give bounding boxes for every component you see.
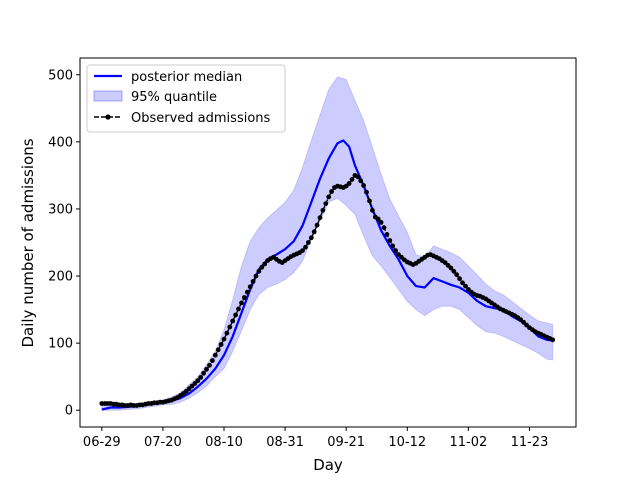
legend: posterior median 95% quantile Observed adm… bbox=[86, 64, 286, 133]
observed-admissions-point bbox=[463, 283, 468, 289]
legend-observed-marker bbox=[105, 114, 111, 120]
observed-admissions-point bbox=[201, 370, 207, 376]
observed-admissions-point bbox=[300, 248, 305, 254]
plot-frame bbox=[79, 57, 577, 428]
observed-admissions-point bbox=[370, 207, 375, 213]
observed-admissions-point bbox=[221, 336, 227, 342]
legend-observed-label: Observed admissions bbox=[131, 111, 271, 126]
observed-admissions-point bbox=[358, 178, 364, 184]
y-axis-title: Daily number of admissions bbox=[19, 138, 37, 347]
observed-admissions-point bbox=[364, 189, 369, 195]
observed-admissions-point bbox=[320, 207, 326, 213]
observed-admissions-point bbox=[227, 324, 233, 330]
observed-admissions-point bbox=[550, 337, 556, 343]
observed-admissions-point bbox=[242, 295, 247, 300]
observed-admissions-point bbox=[195, 378, 201, 384]
observed-admissions-point bbox=[218, 342, 224, 347]
quantile-band bbox=[101, 76, 554, 411]
observed-admissions-point bbox=[329, 189, 334, 194]
y-tick-label: 100 bbox=[48, 337, 73, 352]
observed-admissions-point bbox=[367, 198, 372, 204]
observed-admissions-point bbox=[253, 273, 259, 279]
legend-box bbox=[86, 64, 286, 133]
y-tick-label: 200 bbox=[48, 270, 73, 285]
observed-admissions-point bbox=[381, 225, 387, 231]
observed-admissions-point bbox=[212, 352, 218, 358]
y-tick-label: 500 bbox=[48, 68, 73, 83]
observed-admissions-point bbox=[311, 229, 317, 235]
y-tick-label: 300 bbox=[48, 202, 73, 217]
observed-admissions-point bbox=[314, 222, 320, 228]
axes: 06-29 07-20 08-10 08-31 09-21 10-12 11-02 11-23… bbox=[48, 57, 577, 450]
observed-admissions-point bbox=[210, 358, 215, 363]
observed-admissions-point bbox=[239, 300, 244, 306]
observed-admissions-point bbox=[236, 306, 241, 312]
observed-admissions-point bbox=[250, 279, 256, 284]
observed-admissions-point bbox=[308, 235, 314, 241]
plot-area bbox=[99, 76, 556, 411]
observed-admissions-point bbox=[361, 183, 366, 188]
legend-band-label: 95% quantile bbox=[131, 90, 217, 105]
x-tick-label: 07-20 bbox=[144, 435, 182, 450]
x-tick-label: 10-12 bbox=[388, 435, 426, 450]
observed-admissions-point bbox=[256, 268, 262, 274]
observed-admissions-point bbox=[454, 272, 460, 278]
observed-admissions-point bbox=[303, 244, 308, 250]
x-tick-label: 11-23 bbox=[511, 435, 549, 450]
observed-admissions-point bbox=[375, 216, 381, 222]
x-tick-label: 06-29 bbox=[83, 435, 121, 450]
observed-admissions-point bbox=[306, 240, 311, 245]
x-tick-label: 11-02 bbox=[449, 435, 487, 450]
observed-admissions-point bbox=[355, 174, 361, 180]
x-tick-label: 08-10 bbox=[205, 435, 243, 450]
x-tick-label: 08-31 bbox=[266, 435, 304, 450]
observed-admissions-point bbox=[230, 318, 236, 324]
observed-admissions-point bbox=[317, 215, 323, 221]
x-tick-label: 09-21 bbox=[327, 435, 365, 450]
observed-admissions-point bbox=[204, 366, 209, 372]
observed-admissions-point bbox=[390, 243, 396, 249]
x-axis-title: Day bbox=[313, 456, 343, 474]
legend-band-swatch bbox=[93, 90, 123, 102]
observed-admissions-point bbox=[247, 284, 253, 290]
observed-admissions-point bbox=[224, 330, 230, 336]
observed-admissions-point bbox=[233, 312, 239, 318]
observed-admissions-point bbox=[448, 265, 454, 271]
observed-admissions-point bbox=[387, 238, 393, 243]
y-tick-label: 0 bbox=[65, 404, 73, 419]
observed-admissions-point bbox=[460, 280, 465, 286]
observed-admissions-point bbox=[457, 276, 462, 282]
legend-median-label: posterior median bbox=[131, 70, 242, 85]
observed-admissions-point bbox=[326, 194, 332, 200]
observed-admissions-point bbox=[323, 201, 329, 207]
observed-admissions-point bbox=[349, 177, 355, 182]
observed-admissions-point bbox=[198, 375, 204, 380]
observed-admissions-point bbox=[451, 268, 457, 274]
observed-admissions-point bbox=[259, 264, 265, 270]
observed-admissions-point bbox=[244, 289, 250, 295]
observed-admissions-point bbox=[384, 232, 390, 237]
observed-admissions-point bbox=[262, 261, 268, 267]
observed-admissions-point bbox=[215, 347, 221, 353]
observed-admissions-point bbox=[346, 181, 352, 186]
observed-admissions-point bbox=[207, 362, 212, 368]
y-tick-label: 400 bbox=[48, 135, 73, 150]
observed-admissions-point bbox=[393, 248, 398, 254]
observed-admissions-point bbox=[378, 220, 384, 225]
